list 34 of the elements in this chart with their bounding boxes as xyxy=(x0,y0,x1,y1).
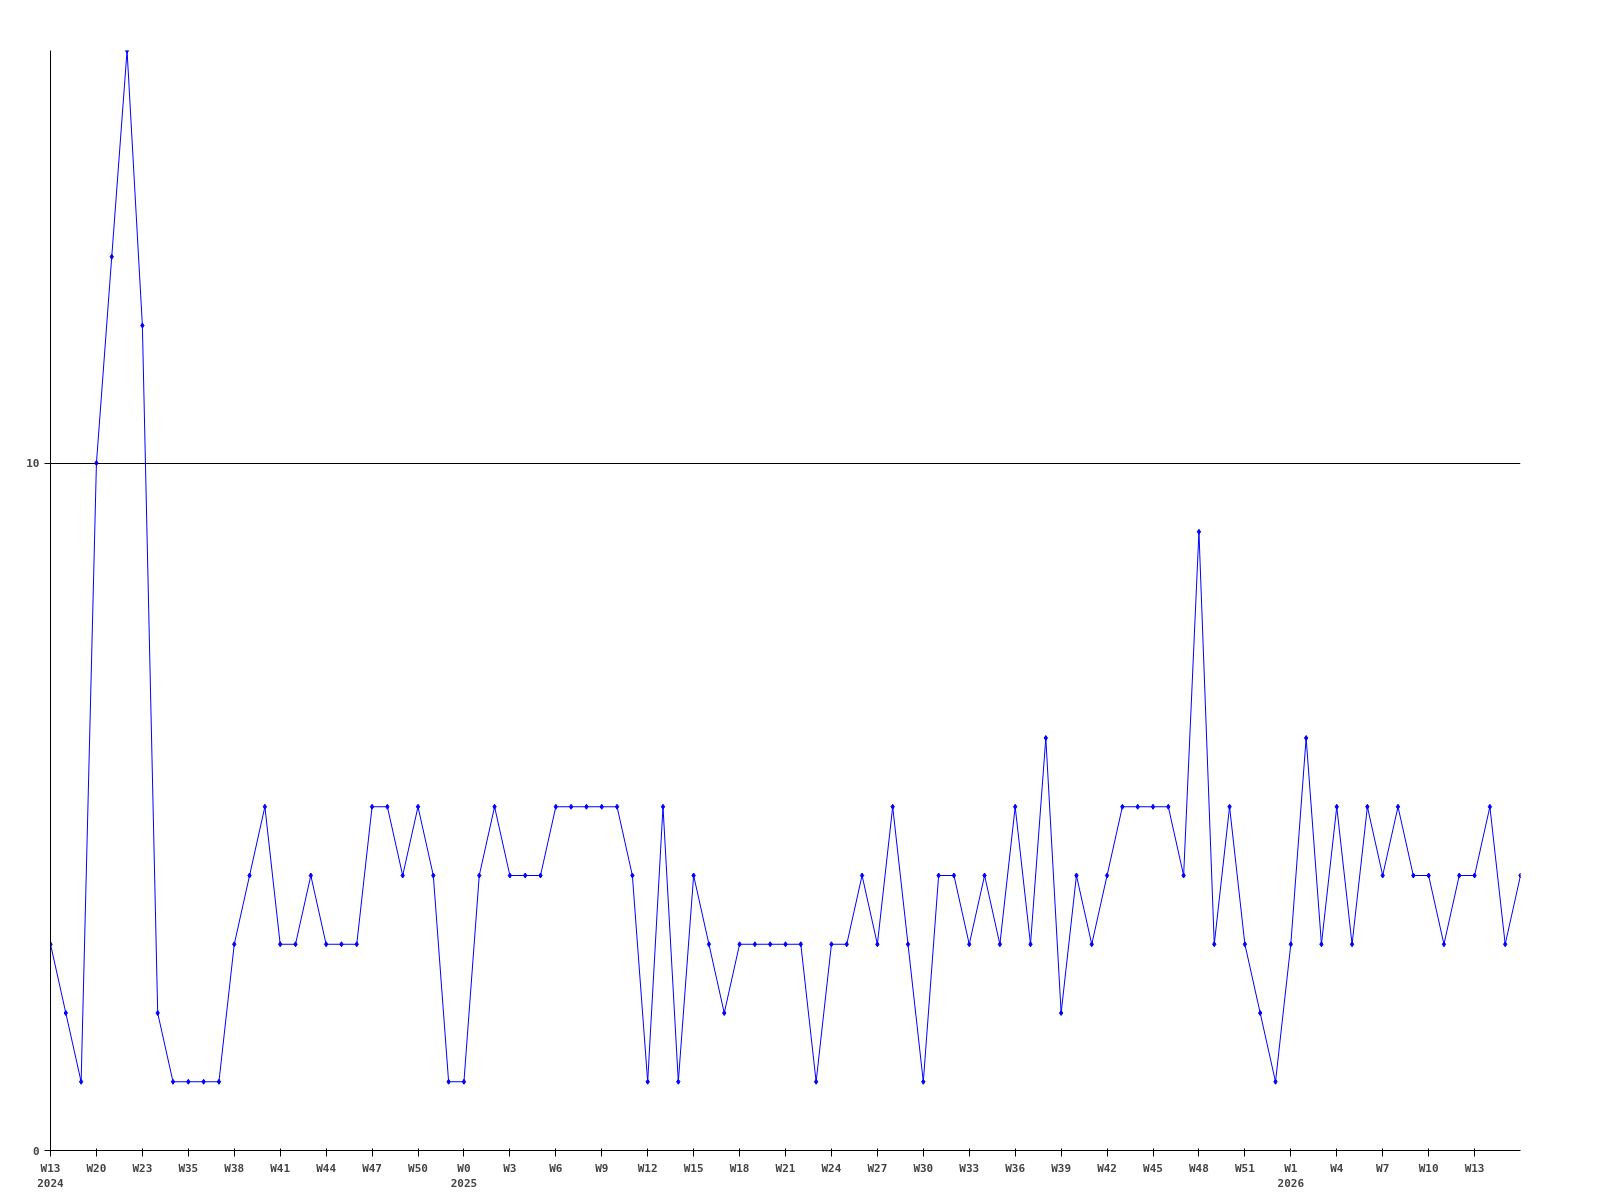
x-tick-label: W24 xyxy=(821,1161,842,1175)
x-tick-label: W36 xyxy=(1005,1161,1026,1175)
x-tick-label: W3 xyxy=(503,1161,517,1175)
x-tick-label: W23 xyxy=(132,1161,153,1175)
x-tick-label: W0 2025 xyxy=(450,1161,478,1191)
x-tick-label: W47 xyxy=(362,1161,382,1175)
x-tick-label: W6 xyxy=(549,1161,563,1175)
x-tick-label: W13 2024 xyxy=(37,1161,65,1191)
x-tick-label: W27 xyxy=(867,1161,888,1175)
x-tick-label: W15 xyxy=(683,1161,704,1175)
x-tick-label: W13 xyxy=(1464,1161,1485,1175)
x-tick-label: W20 xyxy=(86,1161,107,1175)
x-tick-label: W21 xyxy=(775,1161,796,1175)
x-tick-label: W38 xyxy=(224,1161,245,1175)
x-tick-label: W39 xyxy=(1051,1161,1072,1175)
x-tick-label: W12 xyxy=(637,1161,658,1175)
x-tick-label: W7 xyxy=(1376,1161,1390,1175)
y-tick-label: 0 xyxy=(32,1144,40,1158)
x-tick-label: W50 xyxy=(408,1161,428,1175)
x-tick-label: W41 xyxy=(270,1161,291,1175)
x-tick-label: W10 xyxy=(1418,1161,1439,1175)
x-tick-label: W42 xyxy=(1097,1161,1117,1175)
y-tick-label: 10 xyxy=(26,457,40,470)
x-tick-label: W51 xyxy=(1234,1161,1256,1175)
x-tick-label: W4 xyxy=(1330,1161,1344,1175)
x-tick-label: W48 xyxy=(1189,1161,1209,1175)
x-tick-label: W45 xyxy=(1143,1161,1163,1175)
x-tick-label: W9 xyxy=(595,1161,609,1175)
x-tick-label: W30 xyxy=(913,1161,934,1175)
x-tick-label: W35 xyxy=(178,1161,199,1175)
x-tick-label: W18 xyxy=(729,1161,750,1175)
x-tick-label: W44 xyxy=(316,1161,337,1175)
x-tick-label: W33 xyxy=(959,1161,980,1175)
x-tick-label: W1 2026 xyxy=(1277,1161,1305,1191)
